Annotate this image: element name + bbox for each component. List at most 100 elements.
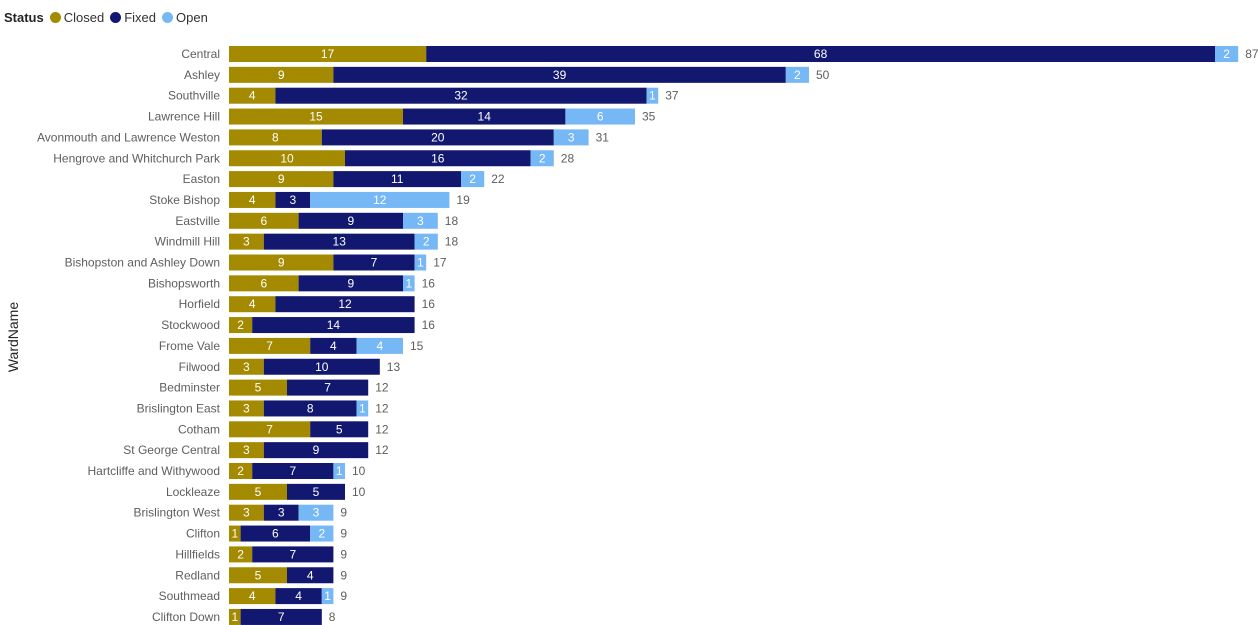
- total-label: 35: [642, 110, 656, 124]
- total-label: 8: [329, 610, 336, 624]
- legend-item-closed[interactable]: Closed: [49, 10, 104, 25]
- bar-segment-closed[interactable]: [229, 66, 334, 83]
- total-label: 9: [340, 568, 347, 582]
- bar-segment-closed[interactable]: [229, 608, 241, 625]
- bar-segment-closed[interactable]: [229, 567, 287, 584]
- data-label-closed: 1: [231, 610, 238, 624]
- data-label-fixed: 3: [289, 193, 296, 207]
- data-label-fixed: 32: [454, 89, 468, 103]
- bar-segment-open[interactable]: [565, 108, 635, 125]
- bar-segment-fixed[interactable]: [333, 66, 786, 83]
- bar-segment-fixed[interactable]: [275, 588, 322, 605]
- bar-segment-fixed[interactable]: [263, 400, 357, 417]
- legend-item-fixed[interactable]: Fixed: [110, 10, 156, 25]
- bar-segment-fixed[interactable]: [321, 129, 554, 146]
- bar-row-stoke-bishop: Stoke Bishop 4 3 12 19: [149, 191, 470, 208]
- bar-segment-fixed[interactable]: [298, 212, 403, 229]
- bar-segment-closed[interactable]: [229, 212, 299, 229]
- bar-segment-fixed[interactable]: [310, 337, 357, 354]
- bar-segment-fixed[interactable]: [333, 254, 415, 271]
- data-label-closed: 4: [249, 297, 256, 311]
- bar-segment-open[interactable]: [403, 212, 438, 229]
- bar-segment-fixed[interactable]: [333, 171, 461, 188]
- bar-segment-closed[interactable]: [229, 588, 276, 605]
- bar-segment-closed[interactable]: [229, 317, 253, 334]
- bar-segment-open[interactable]: [646, 87, 659, 104]
- data-label-fixed: 68: [814, 47, 828, 61]
- bar-segment-fixed[interactable]: [240, 525, 311, 542]
- bar-segment-fixed[interactable]: [275, 87, 647, 104]
- bar-segment-closed[interactable]: [229, 442, 264, 459]
- legend-item-open[interactable]: Open: [162, 10, 208, 25]
- bar-segment-closed[interactable]: [229, 129, 322, 146]
- bar-segment-closed[interactable]: [229, 46, 427, 62]
- bar-segment-open[interactable]: [356, 337, 403, 354]
- bar-segment-fixed[interactable]: [263, 233, 415, 250]
- total-label: 12: [375, 401, 389, 415]
- bar-segment-fixed[interactable]: [310, 421, 369, 438]
- bar-segment-open[interactable]: [310, 525, 334, 542]
- bar-segment-closed[interactable]: [229, 254, 334, 271]
- legend-dot-closed-icon: [49, 11, 61, 23]
- bar-segment-fixed[interactable]: [263, 442, 369, 459]
- bar-segment-open[interactable]: [1215, 46, 1239, 62]
- bar-segment-closed[interactable]: [229, 421, 311, 438]
- bar-segment-fixed[interactable]: [252, 463, 334, 479]
- bar-segment-open[interactable]: [356, 400, 369, 417]
- bar-segment-open[interactable]: [414, 233, 438, 250]
- bar-segment-open[interactable]: [785, 66, 809, 83]
- bar-segment-open[interactable]: [298, 504, 334, 521]
- bar-segment-open[interactable]: [553, 129, 589, 146]
- data-label-open: 1: [336, 464, 343, 478]
- bar-segment-closed[interactable]: [229, 525, 241, 542]
- bar-segment-fixed[interactable]: [263, 358, 380, 375]
- bar-segment-closed[interactable]: [229, 504, 264, 521]
- bar-segment-closed[interactable]: [229, 275, 299, 292]
- category-label: Stockwood: [161, 318, 220, 332]
- bar-segment-fixed[interactable]: [263, 504, 299, 521]
- total-label: 13: [387, 360, 401, 374]
- bar-segment-fixed[interactable]: [275, 191, 311, 208]
- bar-segment-closed[interactable]: [229, 171, 334, 188]
- bar-segment-closed[interactable]: [229, 233, 264, 250]
- category-label: Bishopston and Ashley Down: [65, 256, 220, 270]
- bar-segment-closed[interactable]: [229, 296, 276, 313]
- bar-segment-fixed[interactable]: [240, 608, 322, 625]
- bar-segment-open[interactable]: [333, 463, 345, 479]
- bar-segment-fixed[interactable]: [298, 275, 403, 292]
- bar-segment-closed[interactable]: [229, 191, 276, 208]
- bar-segment-fixed[interactable]: [426, 46, 1215, 62]
- data-label-fixed: 3: [278, 506, 285, 520]
- data-label-fixed: 11: [391, 172, 404, 186]
- bar-segment-closed[interactable]: [229, 150, 345, 167]
- bar-segment-closed[interactable]: [229, 483, 287, 500]
- data-label-fixed: 8: [307, 401, 314, 415]
- category-label: Redland: [175, 568, 220, 582]
- bar-segment-fixed[interactable]: [345, 150, 531, 167]
- bar-segment-fixed[interactable]: [287, 483, 345, 500]
- bar-segment-open[interactable]: [530, 150, 554, 167]
- bar-segment-closed[interactable]: [229, 546, 253, 563]
- bar-segment-open[interactable]: [321, 588, 334, 605]
- bar-segment-closed[interactable]: [229, 400, 264, 417]
- bar-row-redland: Redland 5 4 9: [175, 567, 347, 584]
- bar-segment-open[interactable]: [461, 171, 485, 188]
- bar-segment-open[interactable]: [403, 275, 415, 292]
- bar-segment-fixed[interactable]: [403, 108, 566, 125]
- bar-segment-closed[interactable]: [229, 358, 264, 375]
- bar-segment-closed[interactable]: [229, 87, 276, 104]
- bar-segment-closed[interactable]: [229, 108, 403, 125]
- data-label-fixed: 16: [431, 151, 445, 165]
- category-label: Ashley: [184, 68, 220, 82]
- category-label: Clifton Down: [152, 610, 220, 624]
- bar-segment-fixed[interactable]: [275, 296, 415, 313]
- bar-segment-open[interactable]: [310, 191, 450, 208]
- bar-segment-fixed[interactable]: [252, 317, 415, 334]
- bar-segment-fixed[interactable]: [252, 546, 334, 563]
- bar-segment-fixed[interactable]: [287, 379, 369, 396]
- bar-segment-open[interactable]: [414, 254, 427, 271]
- bar-segment-fixed[interactable]: [287, 567, 334, 584]
- bar-segment-closed[interactable]: [229, 463, 253, 479]
- bar-segment-closed[interactable]: [229, 337, 311, 354]
- bar-segment-closed[interactable]: [229, 379, 287, 396]
